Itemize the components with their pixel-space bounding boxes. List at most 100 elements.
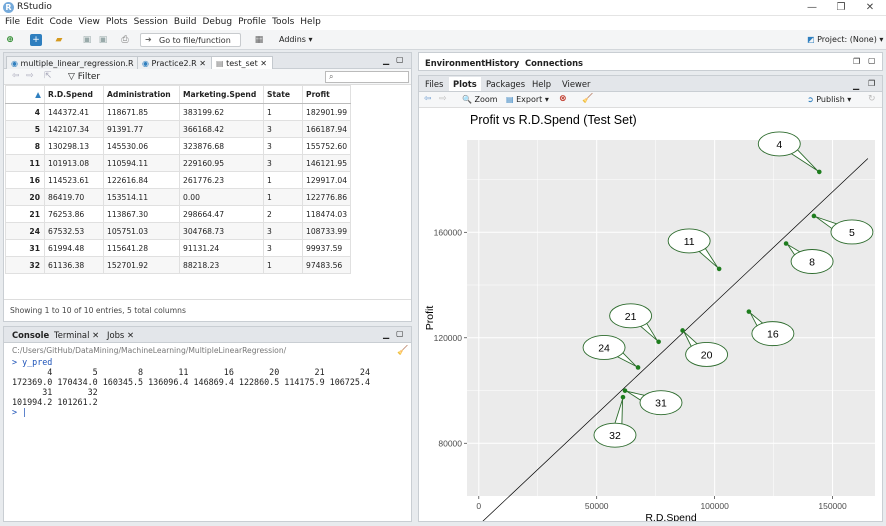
forward-icon[interactable]: ⇨ [26,71,34,81]
tab-close-icon[interactable]: ✕ [260,59,267,68]
data-viewer-toolbar: ⇦ ⇨ ⇱ ▽ Filter ⌕ [4,69,411,85]
next-plot-icon[interactable]: ⇨ [439,94,447,104]
close-icon[interactable]: ✕ [865,2,875,13]
table-row: 11 101913.08 110594.11 229160.95 3 146121.95 [5,154,352,172]
y-tick-label: 160000 [434,227,463,237]
tab-multiple-linear-regression[interactable]: ◉ multiple_linear_regression.R ✕ [6,56,149,69]
column-header[interactable]: Marketing.Spend [179,85,264,104]
menu-view[interactable]: View [78,17,100,27]
tab-plots[interactable]: Plots [449,77,481,91]
row-name: 32 [5,256,45,274]
column-header[interactable]: State [263,85,303,104]
table-cell: 105751.03 [103,222,180,240]
menu-edit[interactable]: Edit [26,17,44,27]
r-file-icon: ◉ [142,59,152,68]
save-all-icon[interactable]: ▣ [98,35,108,45]
table-cell: 110594.11 [103,154,180,172]
table-cell: 122616.84 [103,171,180,189]
popout-icon[interactable]: ⇱ [44,71,52,81]
menu-file[interactable]: File [5,17,21,27]
project-menu[interactable]: ◩ Project: (None) ▾ [807,35,884,44]
window-title: RStudio [17,2,52,12]
tab-history[interactable]: History [485,58,520,68]
tab-connections[interactable]: Connections [525,58,584,68]
column-header[interactable]: Profit [301,85,352,104]
tab-jobs[interactable]: Jobs ✕ [107,328,134,342]
open-file-icon[interactable]: ▰ [55,35,63,45]
menu-tools[interactable]: Tools [272,17,295,27]
zoom-button[interactable]: 🔍 Zoom [462,95,498,104]
column-header[interactable]: Administration [103,85,180,104]
tab-close-icon[interactable]: ✕ [92,330,100,340]
tab-viewer[interactable]: Viewer [562,79,591,89]
addins-menu[interactable]: Addins ▾ [279,35,313,44]
maximize-pane-icon[interactable]: ▢ [396,55,404,64]
goto-file-input[interactable]: ➜ Go to file/function [140,33,241,47]
table-cell: 182901.99 [301,103,352,121]
export-label: Export [516,95,543,104]
tab-environment[interactable]: Environment [425,58,486,68]
y-tick-label: 80000 [438,438,462,448]
clear-plots-icon[interactable]: 🧹 [582,94,594,104]
tab-files[interactable]: Files [425,79,444,89]
export-button[interactable]: ▤ Export ▾ [506,95,549,104]
tab-close-icon[interactable]: ✕ [126,330,134,340]
publish-button[interactable]: ➲ Publish ▾ [807,95,852,104]
callout-tail [613,398,624,429]
minimize-pane-icon[interactable]: ▁ [383,330,390,339]
clear-console-icon[interactable]: 🧹 [397,346,409,356]
sort-icon[interactable]: ▲ [5,85,45,104]
print-icon[interactable]: ⎙ [121,35,129,45]
tab-help[interactable]: Help [532,79,552,89]
save-icon[interactable]: ▣ [82,35,92,45]
tab-packages[interactable]: Packages [486,79,526,89]
maximize-pane-icon[interactable]: ▢ [868,56,876,65]
refresh-icon[interactable]: ↻ [868,94,876,104]
tab-terminal[interactable]: Terminal ✕ [54,328,99,342]
point-label: 5 [849,227,855,239]
search-input[interactable]: ⌕ [325,71,409,83]
tab-test-set[interactable]: ▤ test_set ✕ [211,56,273,69]
back-icon[interactable]: ⇦ [12,71,20,81]
menu-session[interactable]: Session [133,17,168,27]
maximize-pane-icon[interactable]: ▢ [396,329,404,338]
maximize-icon[interactable]: ❐ [836,2,846,13]
restore-pane-icon[interactable]: ❐ [868,79,876,88]
table-cell: 67532.53 [44,222,104,240]
x-axis-label: R.D.Spend [645,512,697,521]
tab-console[interactable]: Console [12,330,50,340]
menu-profile[interactable]: Profile [238,17,267,27]
table-cell: 304768.73 [179,222,264,240]
console-prompt[interactable]: > | [12,407,28,417]
working-directory: C:/Users/GitHub/DataMining/MachineLearni… [12,346,287,355]
data-point [622,388,628,393]
table-cell: 229160.95 [179,154,264,172]
row-name: 31 [5,239,45,257]
rstudio-logo-icon: R [3,2,14,13]
menu-help[interactable]: Help [300,17,321,27]
publish-icon: ➲ [807,95,814,104]
filter-button[interactable]: ▽ Filter [68,72,100,82]
minimize-icon[interactable]: — [807,2,817,13]
column-header[interactable]: R.D.Spend [44,85,104,104]
restore-pane-icon[interactable]: ❐ [853,57,861,66]
table-cell: 122776.86 [301,188,352,206]
menu-debug[interactable]: Debug [202,17,233,27]
new-file-icon[interactable]: ⊕ [6,35,14,45]
grid-layout-icon[interactable]: ▦ [254,35,264,45]
point-label: 21 [625,311,637,323]
new-project-icon[interactable]: + [30,34,42,46]
menu-code[interactable]: Code [49,17,73,27]
prev-plot-icon[interactable]: ⇦ [424,94,432,104]
plot-panel [467,140,875,496]
minimize-pane-icon[interactable]: ▁ [383,56,390,65]
table-cell: 153514.11 [103,188,180,206]
menu-build[interactable]: Build [173,17,197,27]
data-point [680,328,685,333]
y-axis-label: Profit [424,306,436,331]
tab-close-icon[interactable]: ✕ [199,59,206,68]
tab-practice2[interactable]: ◉ Practice2.R ✕ [137,56,212,69]
remove-plot-icon[interactable]: ⊗ [559,94,567,104]
minimize-pane-icon[interactable]: ▁ [853,81,860,90]
menu-plots[interactable]: Plots [105,17,128,27]
